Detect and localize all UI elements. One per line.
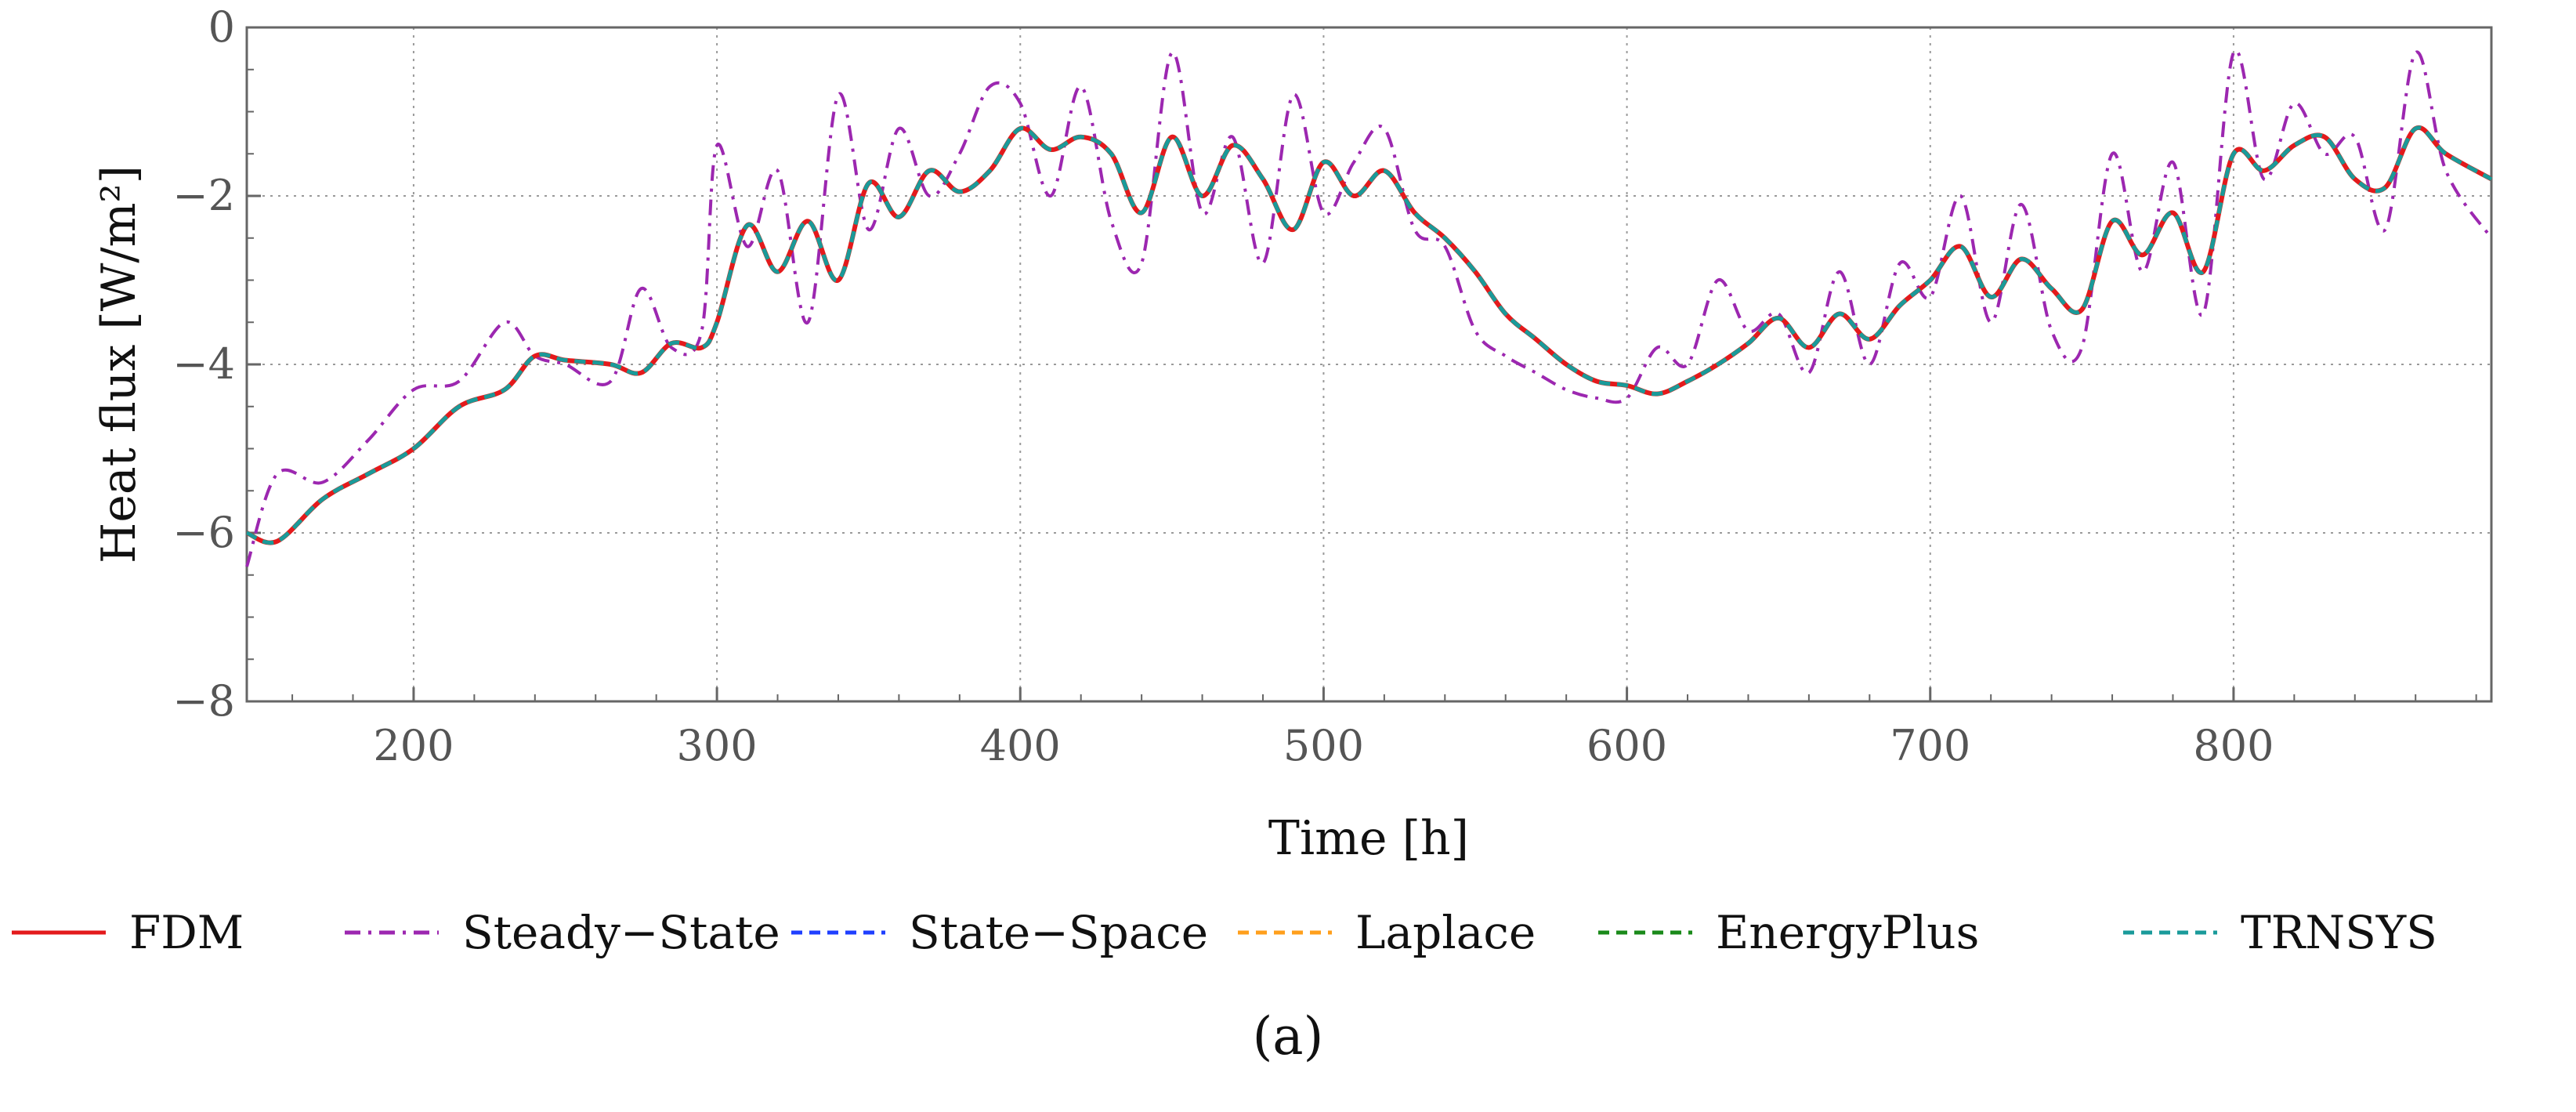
- legend-label-energyplus: EnergyPlus: [1716, 906, 1979, 959]
- legend: FDM Steady−State State−Space Laplace EnergyP…: [12, 906, 2437, 959]
- series-line-laplace: [246, 125, 2493, 545]
- legend-label-trnsys: TRNSYS: [2241, 906, 2437, 959]
- legend-label-laplace: Laplace: [1355, 906, 1536, 959]
- series-line-energyplus: [246, 125, 2493, 545]
- figure-caption: (a): [1253, 1006, 1324, 1067]
- x-tick-label: 200: [373, 721, 454, 770]
- x-tick-label: 800: [2193, 721, 2274, 770]
- series-line-fdm: [245, 125, 2493, 545]
- grid: [247, 27, 2491, 701]
- x-tick-label: 600: [1586, 721, 1667, 770]
- series-lines: [245, 49, 2493, 567]
- y-tick-label: −2: [172, 171, 235, 220]
- y-tick-label: −8: [172, 676, 235, 726]
- legend-label-fdm: FDM: [129, 906, 244, 959]
- y-tick-label: 0: [208, 2, 235, 52]
- x-tick-label: 400: [980, 721, 1061, 770]
- x-tick-label: 700: [1890, 721, 1970, 770]
- series-line-steady-state: [245, 49, 2493, 567]
- y-axis-title: Heat flux [W/m²]: [92, 165, 147, 563]
- series-line-trnsys: [246, 125, 2493, 545]
- legend-label-state-space: State−Space: [909, 906, 1208, 959]
- axis-ticks: 200 300 400 500 600 700 800 0 −2 −4 −6 −8: [172, 2, 2477, 770]
- x-tick-label: 300: [677, 721, 758, 770]
- y-tick-label: −4: [172, 339, 235, 389]
- legend-label-steady-state: Steady−State: [462, 906, 780, 959]
- x-tick-label: 500: [1283, 721, 1364, 770]
- series-line-state-space: [246, 125, 2493, 545]
- y-tick-label: −6: [172, 508, 235, 557]
- x-axis-title: Time [h]: [1268, 811, 1469, 866]
